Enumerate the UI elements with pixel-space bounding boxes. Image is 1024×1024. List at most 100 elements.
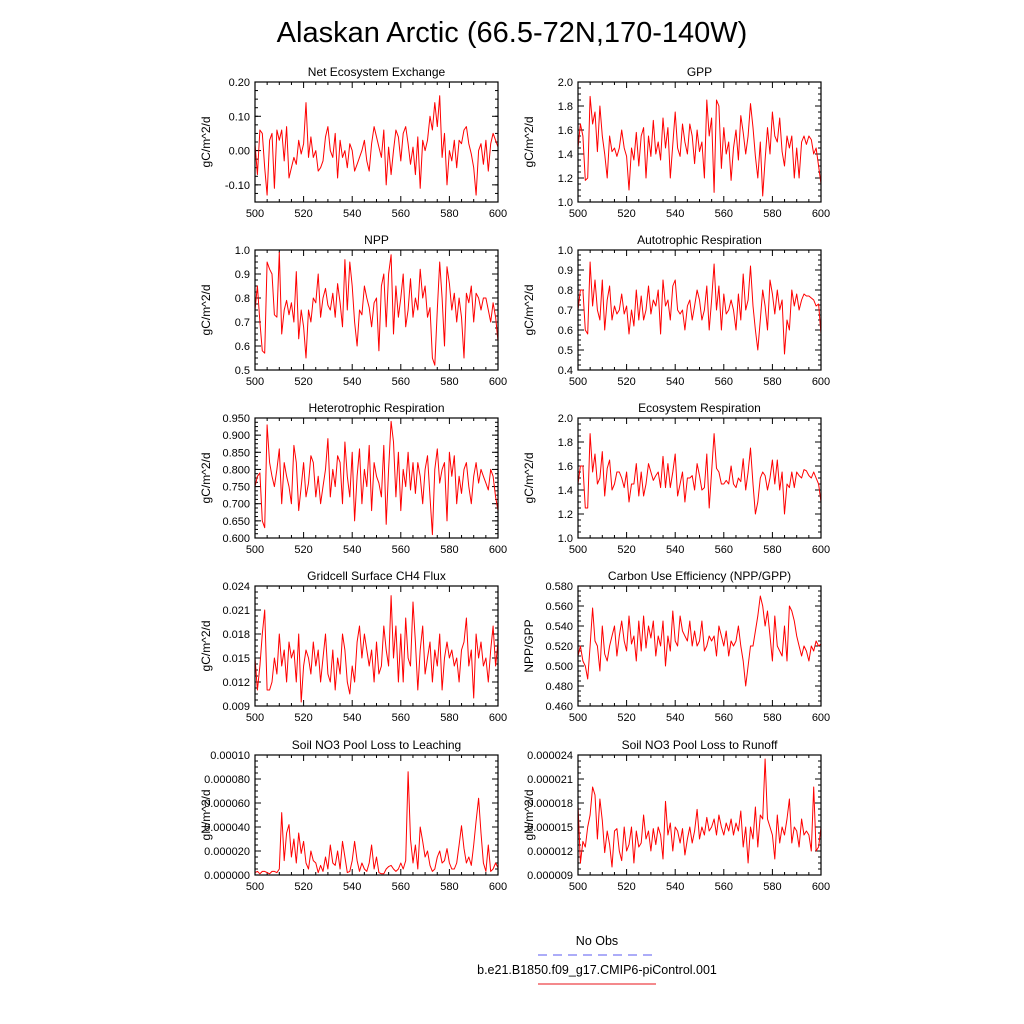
y-tick-label: 0.012 <box>222 677 250 689</box>
y-tick-label: 0.5 <box>558 345 573 357</box>
series-line <box>255 420 498 536</box>
series-line <box>255 251 498 366</box>
y-tick-label: 0.20 <box>229 77 250 89</box>
panel-ecosystem-respiration: Ecosystem Respiration gC/m^2/d 500 520 540 56… <box>522 401 830 556</box>
y-tick-label: 0.4 <box>558 365 573 377</box>
series-line <box>255 595 498 703</box>
x-tick-label: 580 <box>440 544 458 556</box>
y-tick-label: 1.6 <box>558 125 573 137</box>
plot-frame <box>577 585 822 707</box>
x-tick-label: 560 <box>715 881 733 893</box>
y-tick-label: 0.950 <box>222 413 250 425</box>
plot-frame <box>254 81 499 203</box>
y-tick-label: 0.000080 <box>204 774 250 786</box>
y-tick-label: 0.7 <box>235 317 250 329</box>
series-line <box>255 771 498 875</box>
y-tick-label: 0.000021 <box>527 774 573 786</box>
series-line <box>578 95 821 197</box>
x-tick-label: 560 <box>392 208 410 220</box>
y-tick-label: 2.0 <box>558 413 573 425</box>
series-line <box>578 261 821 355</box>
y-tick-label: 1.8 <box>558 437 573 449</box>
x-tick-label: 500 <box>246 544 264 556</box>
y-axis-label: gC/m^2/d <box>522 285 536 336</box>
x-tick-label: 500 <box>246 376 264 388</box>
x-tick-label: 540 <box>666 881 684 893</box>
panel-title: Soil NO3 Pool Loss to Runoff <box>622 738 779 752</box>
x-tick-label: 600 <box>489 712 507 724</box>
y-axis-label: NPP/GPP <box>522 619 536 672</box>
y-tick-label: 1.2 <box>558 173 573 185</box>
y-axis-label: gC/m^2/d <box>199 117 213 168</box>
y-tick-label: 0.480 <box>545 681 573 693</box>
x-tick-label: 520 <box>294 544 312 556</box>
y-tick-label: 1.0 <box>558 533 573 545</box>
x-tick-label: 560 <box>392 712 410 724</box>
y-axis-label: gC/m^2/d <box>522 453 536 504</box>
x-tick-label: 540 <box>343 712 361 724</box>
y-tick-label: 0.009 <box>222 701 250 713</box>
y-tick-label: 1.4 <box>558 485 573 497</box>
x-tick-label: 540 <box>666 376 684 388</box>
y-axis-label: gN/m^2/d <box>522 790 536 841</box>
y-tick-label: 0.580 <box>545 581 573 593</box>
y-tick-label: 0.00 <box>229 146 250 158</box>
y-tick-label: 0.000018 <box>527 798 573 810</box>
y-tick-label: 0.520 <box>545 641 573 653</box>
x-tick-label: 580 <box>440 712 458 724</box>
x-tick-label: 500 <box>569 208 587 220</box>
y-tick-label: 0.5 <box>235 365 250 377</box>
panel-npp: NPP gC/m^2/d 500 520 540 560 580 600 0.5 0.6 0.7 0.… <box>199 233 507 388</box>
series-line <box>578 595 821 687</box>
panel-title: Soil NO3 Pool Loss to Leaching <box>292 738 461 752</box>
panel-autotrophic-respiration: Autotrophic Respiration gC/m^2/d 500 520 540… <box>522 233 830 388</box>
x-tick-label: 500 <box>569 881 587 893</box>
x-tick-label: 600 <box>812 376 830 388</box>
panel-title: Autotrophic Respiration <box>637 233 762 247</box>
y-tick-label: 0.000024 <box>527 750 573 762</box>
x-tick-label: 600 <box>812 544 830 556</box>
plot-frame <box>254 754 499 876</box>
panel-net-ecosystem-exchange: Net Ecosystem Exchange gC/m^2/d 500 520 540 5… <box>199 65 507 220</box>
x-tick-label: 540 <box>343 544 361 556</box>
x-tick-label: 580 <box>440 881 458 893</box>
x-tick-label: 500 <box>246 712 264 724</box>
x-tick-label: 520 <box>617 712 635 724</box>
x-tick-label: 580 <box>763 376 781 388</box>
legend-label-model: b.e21.B1850.f09_g17.CMIP6-piControl.001 <box>477 963 717 977</box>
y-tick-label: 1.2 <box>558 509 573 521</box>
y-axis-label: gC/m^2/d <box>522 117 536 168</box>
x-tick-label: 540 <box>666 544 684 556</box>
y-tick-label: 0.6 <box>558 325 573 337</box>
y-tick-label: 0.000060 <box>204 798 250 810</box>
x-tick-label: 580 <box>440 376 458 388</box>
x-tick-label: 500 <box>569 544 587 556</box>
y-tick-label: 0.800 <box>222 464 250 476</box>
panel-title: Gridcell Surface CH4 Flux <box>307 569 446 583</box>
y-tick-label: 0.000020 <box>204 846 250 858</box>
x-tick-label: 580 <box>763 881 781 893</box>
plot-frame <box>254 585 499 707</box>
panel-title: NPP <box>364 233 389 247</box>
x-tick-label: 560 <box>715 376 733 388</box>
y-tick-label: 0.10 <box>229 111 250 123</box>
panel-soil-no3-pool-loss-to-runoff: Soil NO3 Pool Loss to Runoff gN/m^2/d 500 5… <box>522 738 830 893</box>
y-tick-label: 0.8 <box>558 285 573 297</box>
y-tick-label: 1.6 <box>558 461 573 473</box>
series-line <box>578 758 821 868</box>
x-tick-label: 600 <box>489 208 507 220</box>
x-tick-label: 560 <box>715 544 733 556</box>
y-tick-label: 0.000000 <box>204 870 250 882</box>
y-tick-label: 1.4 <box>558 149 573 161</box>
y-tick-label: 0.024 <box>222 581 250 593</box>
x-tick-label: 520 <box>294 881 312 893</box>
x-tick-label: 500 <box>246 881 264 893</box>
legend: No Obs b.e21.B1850.f09_g17.CMIP6-piContr… <box>477 934 717 985</box>
y-tick-label: 1.0 <box>235 245 250 257</box>
x-tick-label: 580 <box>763 712 781 724</box>
x-tick-label: 500 <box>569 376 587 388</box>
y-tick-label: -0.10 <box>225 180 250 192</box>
y-tick-label: 0.9 <box>558 265 573 277</box>
